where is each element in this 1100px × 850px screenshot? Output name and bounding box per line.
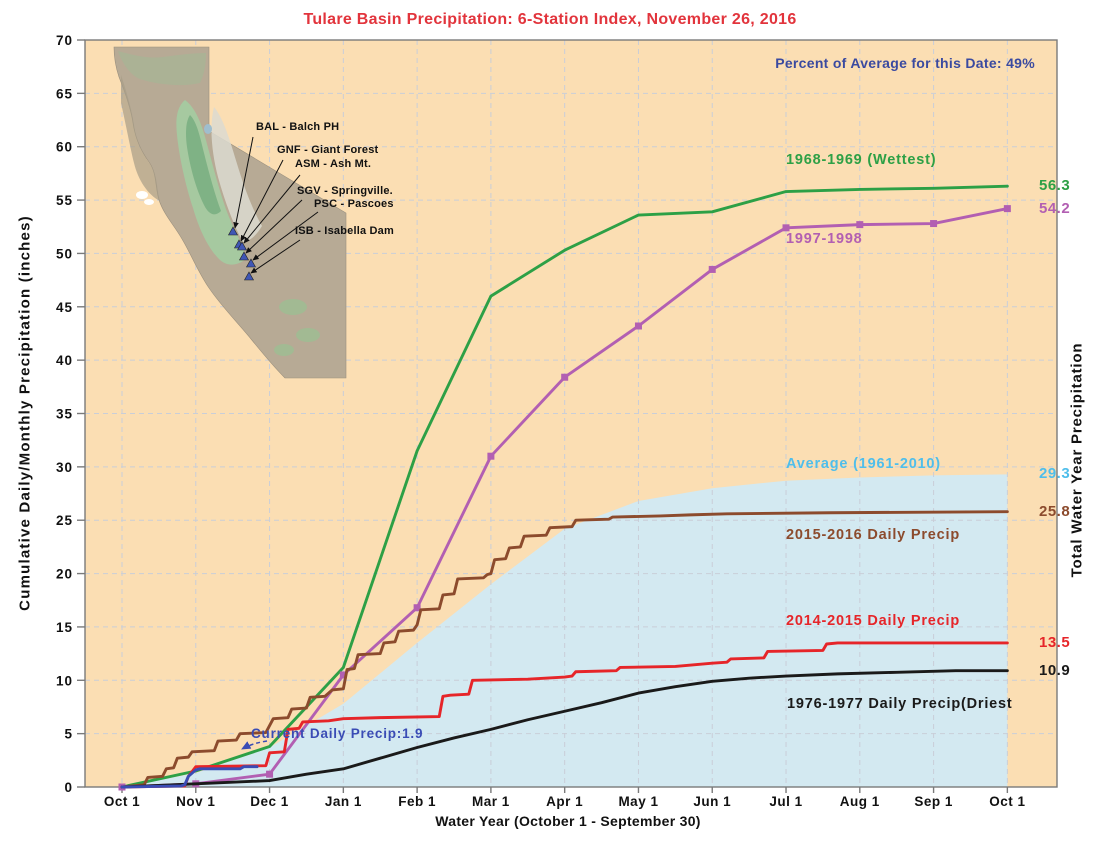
x-axis-label: Water Year (October 1 - September 30) — [435, 813, 701, 829]
y-tick-label: 50 — [56, 246, 73, 261]
end-value-wettest: 56.3 — [1039, 177, 1071, 194]
x-tick-label: Sep 1 — [914, 794, 953, 809]
station-label-asm: ASM - Ash Mt. — [295, 158, 372, 170]
y-tick-label: 25 — [56, 513, 73, 528]
series-label-wettest: 1968-1969 (Wettest) — [786, 152, 937, 168]
x-tick-label: Jun 1 — [693, 794, 731, 809]
x-tick-label: Jul 1 — [769, 794, 802, 809]
y-tick-label: 55 — [56, 193, 73, 208]
station-marker-sgv — [238, 251, 250, 261]
y-tick-label: 60 — [56, 140, 73, 155]
y-tick-label: 35 — [56, 407, 73, 422]
y-tick-label: 0 — [64, 780, 73, 795]
y-tick-label: 65 — [56, 86, 73, 101]
series-line-daily-2014-2015 — [120, 641, 1009, 789]
x-tick-label: Oct 1 — [989, 794, 1025, 809]
station-leader-isb — [250, 239, 301, 274]
x-tick-label: Dec 1 — [250, 794, 289, 809]
series-label-driest: 1976-1977 Daily Precip(Driest — [787, 696, 1013, 712]
station-marker-isb — [243, 271, 255, 281]
y-tick-label: 70 — [56, 33, 73, 48]
percent-of-average-note: Percent of Average for this Date: 49% — [775, 55, 1035, 71]
california-map-inset — [113, 46, 347, 379]
station-marker-asm — [236, 241, 248, 251]
x-tick-label: May 1 — [618, 794, 658, 809]
end-value-driest: 10.9 — [1039, 662, 1071, 679]
x-tick-label: Nov 1 — [176, 794, 215, 809]
station-marker-bal — [227, 226, 239, 236]
station-leader-bal — [233, 136, 254, 229]
station-label-isb: ISB - Isabella Dam — [295, 225, 394, 237]
series-line-driest-1976-1977 — [120, 669, 1009, 789]
station-label-bal: BAL - Balch PH — [256, 121, 340, 133]
series-line-daily-2015-2016 — [120, 510, 1009, 789]
y-tick-label: 20 — [56, 567, 73, 582]
y-tick-label: 30 — [56, 460, 73, 475]
y-tick-label: 5 — [64, 727, 73, 742]
station-leader-sgv — [245, 199, 303, 254]
end-value-2014-2015: 13.5 — [1039, 634, 1071, 651]
end-value-average: 29.3 — [1039, 465, 1071, 482]
chart-title: Tulare Basin Precipitation: 6-Station In… — [303, 11, 797, 28]
x-tick-label: Oct 1 — [104, 794, 140, 809]
station-leader-asm — [243, 174, 301, 244]
end-value-2015-2016: 25.8 — [1039, 503, 1071, 520]
y-tick-label: 15 — [56, 620, 73, 635]
series-label-average: Average (1961-2010) — [786, 456, 941, 472]
series-label-1997-1998: 1997-1998 — [786, 231, 863, 247]
x-tick-label: Apr 1 — [546, 794, 583, 809]
y-tick-label: 10 — [56, 673, 73, 688]
series-line-current-2016-2017 — [120, 765, 259, 789]
current-precip-arrow — [241, 740, 268, 750]
station-label-psc: PSC - Pascoes — [314, 198, 394, 210]
station-leader-psc — [252, 211, 319, 261]
station-label-gnf: GNF - Giant Forest — [277, 144, 379, 156]
x-tick-label: Jan 1 — [325, 794, 362, 809]
series-label-current: Current Daily Precip:1.9 — [251, 726, 424, 741]
x-tick-label: Aug 1 — [840, 794, 880, 809]
y-axis-label-right: Total Water Year Precipitation — [1068, 342, 1086, 578]
series-label-2014-2015: 2014-2015 Daily Precip — [786, 613, 960, 629]
station-leader-gnf — [240, 159, 284, 242]
x-tick-label: Mar 1 — [472, 794, 510, 809]
tick-labels: 0 5 10 15 20 25 30 35 40 45 50 55 60 65 70 Oct 1 Nov 1 De… — [56, 33, 1025, 809]
y-axis-label-left: Cumulative Daily/Monthly Precipitation (… — [16, 215, 34, 611]
axis-ticks — [77, 39, 1009, 793]
end-value-1997-1998: 54.2 — [1039, 200, 1071, 217]
station-label-sgv: SGV - Springville. — [297, 185, 393, 197]
series-line-wettest-1968-1969 — [120, 184, 1009, 789]
y-tick-label: 40 — [56, 353, 73, 368]
station-marker-psc — [245, 258, 257, 268]
series-label-2015-2016: 2015-2016 Daily Precip — [786, 527, 960, 543]
y-tick-label: 45 — [56, 300, 73, 315]
x-tick-label: Feb 1 — [398, 794, 436, 809]
